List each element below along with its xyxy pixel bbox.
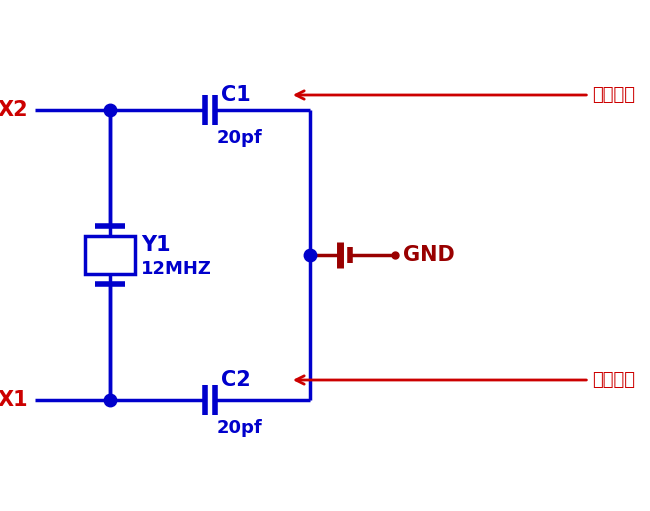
Text: 外接电容: 外接电容 — [296, 86, 635, 104]
Text: 20pf: 20pf — [217, 419, 263, 437]
Text: C1: C1 — [221, 85, 251, 105]
Text: Y1: Y1 — [141, 235, 170, 255]
Text: 12MHZ: 12MHZ — [141, 260, 212, 278]
Text: 外接电容: 外接电容 — [296, 371, 635, 389]
Text: C2: C2 — [221, 370, 251, 390]
Text: GND: GND — [403, 245, 455, 265]
Text: X2: X2 — [0, 100, 28, 120]
Bar — [85, 236, 135, 274]
Text: 20pf: 20pf — [217, 129, 263, 147]
Text: X1: X1 — [0, 390, 28, 410]
